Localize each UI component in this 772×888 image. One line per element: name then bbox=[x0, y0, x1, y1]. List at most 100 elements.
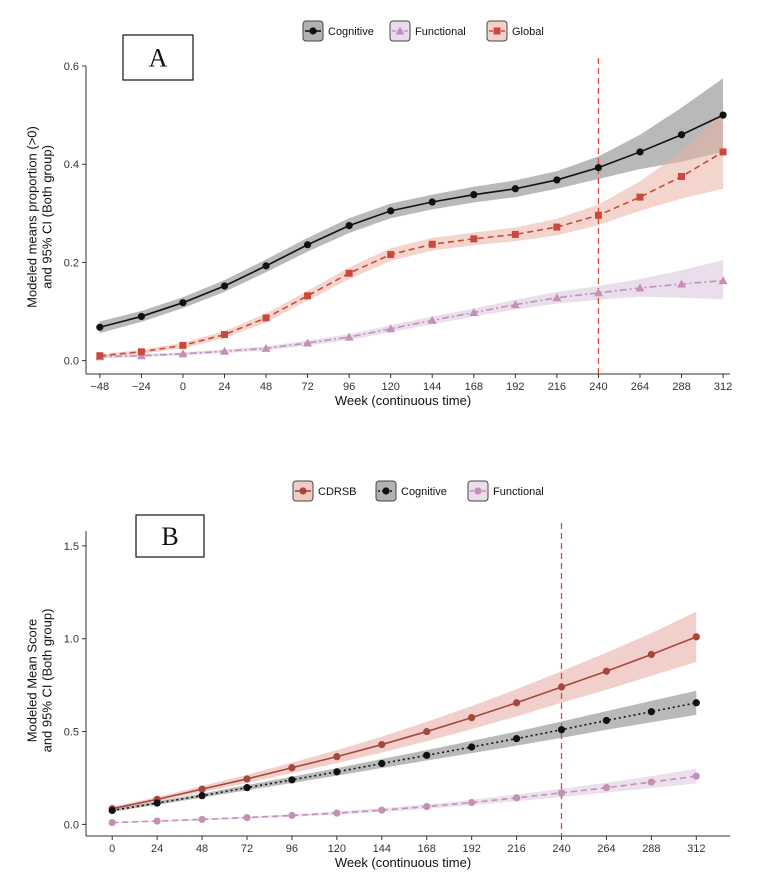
legend-label: Cognitive bbox=[328, 26, 374, 38]
data-point bbox=[423, 727, 431, 736]
legend-item: CDRSB bbox=[292, 480, 357, 502]
data-point bbox=[288, 764, 296, 772]
data-point bbox=[602, 784, 611, 792]
data-point bbox=[198, 792, 206, 800]
data-point bbox=[423, 751, 431, 759]
x-tick-label: 312 bbox=[687, 843, 705, 855]
data-point bbox=[510, 300, 520, 309]
data-point bbox=[647, 778, 655, 786]
data-point bbox=[179, 299, 187, 307]
data-point bbox=[220, 331, 228, 339]
data-point bbox=[262, 314, 270, 322]
data-point bbox=[304, 292, 312, 300]
legend-label: Cognitive bbox=[401, 486, 447, 498]
series-cdrsb bbox=[108, 633, 700, 813]
data-point bbox=[647, 650, 655, 659]
legend-marker bbox=[309, 27, 317, 35]
series-global bbox=[96, 148, 727, 360]
panel-label-box bbox=[135, 514, 205, 558]
series-line bbox=[112, 775, 697, 824]
legend-marker bbox=[382, 487, 390, 495]
data-point bbox=[220, 282, 229, 290]
data-point bbox=[387, 251, 395, 259]
series-functional bbox=[108, 772, 700, 827]
y-axis-title-line: and 95% CI (Both group) bbox=[40, 145, 55, 289]
x-tick-label: 96 bbox=[343, 381, 355, 393]
x-tick-label: 72 bbox=[241, 843, 253, 855]
y-tick-label: 1.0 bbox=[64, 634, 79, 646]
data-point bbox=[198, 815, 206, 824]
data-point bbox=[678, 172, 686, 180]
x-tick-label: 144 bbox=[373, 843, 391, 855]
legend-label: CDRSB bbox=[318, 486, 357, 498]
data-point bbox=[303, 338, 313, 347]
data-point bbox=[552, 293, 562, 302]
x-tick-label: 0 bbox=[109, 843, 115, 855]
y-axis-title-line: Modeled means proportion (>0) bbox=[25, 126, 40, 308]
x-tick-label: 264 bbox=[597, 843, 615, 855]
x-tick-label: 240 bbox=[552, 843, 570, 855]
data-point bbox=[719, 148, 727, 156]
data-point bbox=[386, 324, 396, 333]
data-point bbox=[423, 803, 431, 811]
x-tick-label: 168 bbox=[465, 381, 483, 393]
series-line bbox=[99, 151, 724, 357]
data-point bbox=[378, 740, 386, 749]
data-point bbox=[288, 776, 296, 784]
legend-label: Global bbox=[512, 26, 544, 38]
y-axis-title-line: Modeled Mean Score bbox=[25, 619, 40, 743]
panel-label: B bbox=[161, 522, 178, 551]
data-point bbox=[428, 198, 436, 206]
data-point bbox=[387, 207, 395, 215]
data-point bbox=[261, 343, 271, 352]
data-point bbox=[137, 312, 145, 321]
x-tick-label: 48 bbox=[196, 843, 208, 855]
data-point bbox=[512, 794, 521, 802]
data-point bbox=[303, 241, 312, 249]
x-tick-label: 216 bbox=[548, 381, 566, 393]
x-tick-label: 144 bbox=[423, 381, 441, 393]
data-point bbox=[557, 683, 566, 691]
data-point bbox=[512, 735, 521, 743]
y-axis-title: Modeled means proportion (>0) and 95% CI … bbox=[25, 126, 55, 308]
data-point bbox=[179, 341, 187, 349]
panel-b: 0.0 0.5 1.0 1.5 0 24 48 72 96 120 144 168 192 216 240 2… bbox=[25, 480, 730, 870]
data-point bbox=[243, 813, 251, 822]
x-tick-label: 312 bbox=[714, 381, 732, 393]
data-point bbox=[345, 221, 353, 230]
data-point bbox=[593, 288, 603, 297]
series-line bbox=[112, 702, 697, 812]
data-point bbox=[428, 240, 436, 248]
x-tick-label: 192 bbox=[462, 843, 480, 855]
data-point bbox=[470, 191, 478, 199]
y-axis-title: Modeled Mean Score and 95% CI (Both group… bbox=[25, 609, 55, 753]
data-point bbox=[602, 667, 611, 675]
data-point bbox=[557, 789, 566, 797]
data-point bbox=[594, 164, 603, 172]
x-tick-label: 120 bbox=[382, 381, 400, 393]
legend-marker bbox=[474, 487, 482, 495]
data-point bbox=[153, 817, 161, 825]
x-tick-label: 24 bbox=[151, 843, 163, 855]
data-point bbox=[594, 211, 602, 219]
data-point bbox=[333, 768, 341, 776]
data-point bbox=[178, 349, 188, 358]
data-point bbox=[333, 809, 341, 817]
data-point bbox=[243, 784, 251, 792]
x-tick-label: 168 bbox=[418, 843, 436, 855]
legend-label: Functional bbox=[415, 26, 466, 38]
legend-marker bbox=[395, 26, 405, 35]
legend: Cognitive Functional Global bbox=[302, 20, 544, 42]
data-point bbox=[635, 283, 645, 292]
data-point bbox=[470, 235, 478, 243]
legend-item: Functional bbox=[389, 20, 466, 42]
data-point bbox=[344, 332, 354, 341]
legend-item: Cognitive bbox=[302, 20, 374, 42]
data-point bbox=[636, 148, 644, 156]
data-point bbox=[378, 759, 386, 768]
series-line bbox=[99, 114, 724, 329]
legend-item: Global bbox=[486, 20, 544, 42]
data-point bbox=[108, 806, 116, 815]
y-tick-label: 0.2 bbox=[64, 257, 79, 269]
